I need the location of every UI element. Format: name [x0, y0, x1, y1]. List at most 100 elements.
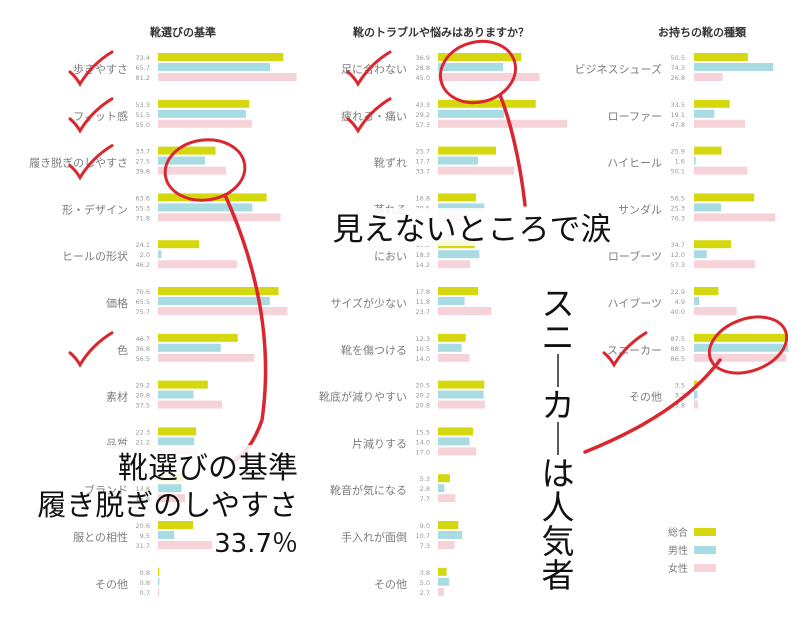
- bar-総合-手入れが面倒: [438, 521, 459, 529]
- data-label: 36.9: [416, 54, 430, 62]
- category-label: 靴ずれ: [374, 156, 407, 170]
- checkmark-icon: [68, 331, 114, 368]
- bar-男性-形・デザイン: [158, 203, 253, 212]
- bar-男性-品質: [158, 437, 195, 446]
- bar-総合-靴底が減りやすい: [438, 380, 485, 389]
- bar-総合-ローブーツ: [694, 240, 732, 249]
- bar-女性-ビジネスシューズ: [694, 73, 723, 81]
- bar-総合-価格: [158, 287, 279, 295]
- data-label: 0.8: [140, 569, 150, 577]
- checkmark-icon: [346, 97, 392, 134]
- data-label: 4.9: [675, 298, 685, 306]
- annotation-swoosh: [583, 358, 722, 454]
- data-label: 47.8: [671, 121, 685, 129]
- checkmark-icon: [346, 50, 392, 87]
- bar-男性-疲れる・痛い: [438, 109, 504, 118]
- data-label: 22.3: [136, 428, 150, 436]
- data-label: 14.0: [416, 355, 430, 363]
- category-label: 形・デザイン: [62, 202, 128, 216]
- bar-女性-フィット感: [158, 119, 252, 128]
- annotation-middle: 見えないところで涙: [333, 212, 612, 248]
- data-label: 5.3: [420, 475, 430, 483]
- bar-女性-におい: [438, 260, 471, 269]
- data-label: 57.3: [416, 121, 430, 129]
- category-label: 服との相性: [73, 530, 128, 544]
- bar-女性-歩きやすさ: [158, 73, 297, 81]
- data-label: 36.8: [136, 345, 150, 353]
- bar-総合-靴音が気になる: [438, 474, 450, 483]
- bar-総合-ビジネスシューズ: [694, 53, 748, 61]
- bar-男性-ブランド: [158, 484, 182, 493]
- category-label: 歩きやすさ: [73, 62, 128, 76]
- bar-総合-その他: [158, 567, 160, 576]
- bar-男性-靴を傷つける: [438, 343, 462, 352]
- bar-女性-その他: [158, 587, 160, 596]
- annotation-backdrop: [325, 208, 620, 246]
- data-label: 7.7: [420, 495, 430, 503]
- data-label: 2.7: [420, 589, 430, 597]
- bar-総合-片減りする: [438, 427, 473, 436]
- bar-総合-ハイブーツ: [694, 287, 719, 295]
- data-label: 43.3: [416, 101, 430, 109]
- data-label: 55.3: [136, 204, 150, 212]
- category-label: フィット感: [73, 110, 128, 123]
- data-label: 81.2: [136, 74, 150, 82]
- data-label: 20.2: [416, 392, 430, 400]
- bar-総合-履き脱ぎのしやすさ: [158, 146, 216, 155]
- data-label: 46.2: [136, 261, 150, 269]
- bar-女性-服との相性: [158, 541, 213, 549]
- category-label: 色: [117, 343, 128, 357]
- bar-女性-靴ずれ: [438, 166, 515, 175]
- bar-男性-ローブーツ: [694, 250, 707, 259]
- bar-女性-ハイブーツ: [694, 307, 737, 315]
- data-label: 23.7: [416, 308, 430, 316]
- data-label: 63.6: [136, 194, 150, 202]
- category-label: ヒールの形状: [62, 249, 128, 263]
- bar-男性-靴ずれ: [438, 156, 478, 165]
- category-label: 靴を傷つける: [341, 343, 407, 357]
- category-label: ビジネスシューズ: [575, 62, 662, 76]
- bar-女性-色: [158, 353, 255, 362]
- highlight-circle: [438, 39, 518, 105]
- data-label: 73.4: [136, 54, 150, 62]
- bar-総合-歩きやすさ: [158, 53, 284, 61]
- data-label: 19.1: [671, 111, 685, 119]
- data-label: 2.0: [140, 251, 150, 259]
- highlight-circle: [163, 138, 247, 202]
- data-label: 18.3: [416, 251, 430, 259]
- data-label: 56.5: [671, 194, 685, 202]
- bar-男性-その他: [158, 577, 160, 586]
- bar-女性-ブランド: [158, 494, 185, 503]
- category-label: 価格: [106, 296, 128, 310]
- category-label: その他: [95, 578, 128, 591]
- bar-女性-片減りする: [438, 447, 477, 456]
- data-label: 50.1: [671, 168, 685, 176]
- data-label: 33.7: [136, 148, 150, 156]
- chart-title: 靴選びの基準: [150, 25, 216, 39]
- category-label: ハイヒール: [607, 157, 662, 170]
- data-label: 9.5: [140, 532, 150, 540]
- data-label: 20.5: [416, 382, 430, 390]
- legend-swatch: [694, 528, 716, 536]
- chart-panel-2: 靴のトラブルや悩みはありますか？ 足に合わない 36.9 28.8 45.0 疲れる・痛い…: [319, 25, 568, 597]
- bar-男性-服との相性: [158, 531, 175, 539]
- data-label: 75.7: [136, 308, 150, 316]
- data-label: 25.7: [416, 148, 430, 156]
- annotation-swoosh: [223, 193, 268, 464]
- category-label: サンダル: [618, 202, 662, 216]
- highlight-circle: [707, 315, 789, 375]
- annotation-left-pct: 33.7％: [214, 529, 298, 559]
- data-label: 1.6: [675, 158, 685, 166]
- bar-男性-価格: [158, 297, 270, 305]
- category-label: サイズが少ない: [330, 296, 407, 310]
- checkmark-icon: [68, 50, 114, 87]
- bar-女性-靴音が気になる: [438, 494, 456, 503]
- data-label: 3.5: [675, 382, 685, 390]
- data-label: 3.8: [675, 402, 685, 410]
- bar-総合-素材: [158, 380, 208, 389]
- data-label: 28.8: [416, 64, 430, 72]
- bar-女性-サイズが少ない: [438, 307, 492, 315]
- data-label: 0.8: [140, 579, 150, 587]
- data-label: 24.1: [136, 241, 150, 249]
- bar-総合-靴を傷つける: [438, 333, 466, 342]
